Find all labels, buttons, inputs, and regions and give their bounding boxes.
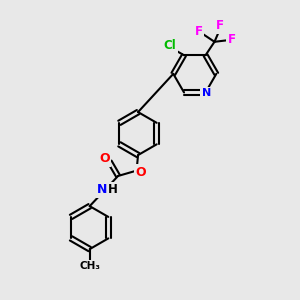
Text: O: O <box>99 152 110 165</box>
Text: F: F <box>195 25 203 38</box>
Text: CH₃: CH₃ <box>79 261 100 271</box>
Text: N: N <box>97 183 108 196</box>
Text: O: O <box>136 166 146 178</box>
Text: F: F <box>227 33 236 46</box>
Text: F: F <box>216 19 224 32</box>
Text: Cl: Cl <box>164 39 176 52</box>
Text: N: N <box>202 88 211 98</box>
Text: H: H <box>108 183 118 196</box>
